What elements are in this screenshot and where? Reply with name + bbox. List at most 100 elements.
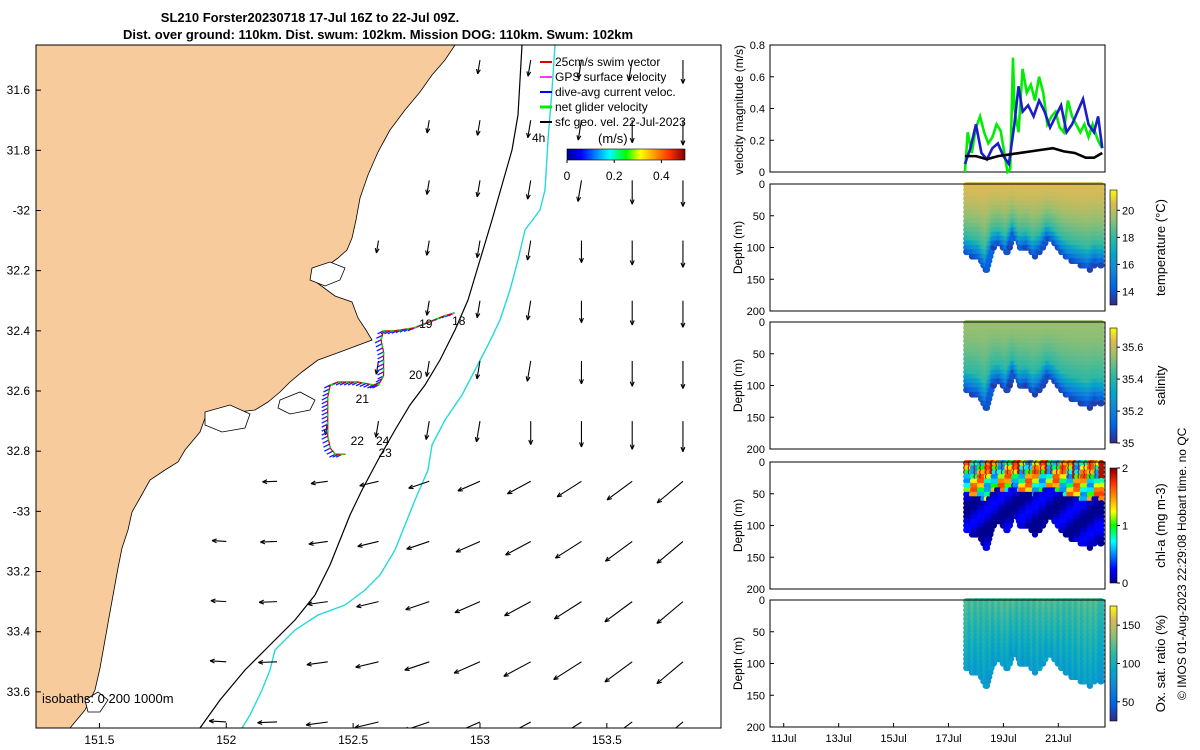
section-data-point bbox=[1098, 400, 1105, 407]
legend-dive-avg: dive-avg current veloc. bbox=[555, 85, 676, 99]
surface-vector-head bbox=[475, 68, 481, 75]
map-y-tick-label: 33.6 bbox=[7, 685, 31, 699]
dive-avg-vector bbox=[321, 431, 329, 436]
surface-vector-head bbox=[474, 436, 480, 443]
map-x-tick-label: 153 bbox=[470, 733, 490, 747]
surface-vector-head bbox=[680, 322, 686, 328]
surface-vector-head bbox=[305, 721, 312, 727]
section-y-tick-label: 150 bbox=[747, 412, 765, 424]
velocity-lines bbox=[963, 57, 1104, 175]
surface-vector-head bbox=[680, 383, 686, 389]
surface-vector-head bbox=[355, 663, 361, 669]
surface-vector bbox=[408, 480, 430, 489]
section-colorbar-label: temperature (°C) bbox=[1153, 199, 1168, 296]
velocity-y-ticks: 00.20.40.60.8 bbox=[750, 40, 774, 179]
surface-vector-head bbox=[210, 598, 216, 604]
section-colorbar-tick-label: 35.4 bbox=[1122, 374, 1143, 386]
surface-vector-head bbox=[656, 618, 662, 624]
dive-avg-vector bbox=[321, 403, 329, 409]
surface-vector-head bbox=[455, 547, 462, 553]
dive-avg-vector bbox=[377, 363, 384, 368]
dive-avg-vector bbox=[377, 351, 384, 356]
surface-vector-head bbox=[680, 140, 686, 146]
map-y-tick-label: 33.4 bbox=[7, 625, 31, 639]
dive-avg-vector bbox=[321, 396, 329, 401]
section-y-tick-label: 200 bbox=[747, 444, 765, 456]
surface-vector bbox=[260, 540, 278, 543]
surface-vector bbox=[656, 601, 684, 624]
map-legend: 25cm/s swim vector GPS surface velocity … bbox=[540, 55, 686, 129]
dive-avg-vector bbox=[329, 453, 336, 458]
surface-vector bbox=[426, 240, 430, 256]
surface-vector-head bbox=[526, 71, 532, 77]
dive-avg-vector bbox=[377, 359, 384, 364]
surface-vector-head bbox=[553, 614, 560, 620]
dive-avg-vector bbox=[321, 407, 329, 412]
surface-vector-head bbox=[257, 720, 263, 726]
dive-avg-vector bbox=[377, 367, 384, 372]
surface-vector-head bbox=[405, 605, 411, 611]
surface-vector-head bbox=[627, 75, 632, 82]
surface-vector bbox=[526, 360, 532, 382]
surface-vector bbox=[504, 601, 531, 617]
velocity-ylabel: velocity magnitude (m/s) bbox=[732, 45, 746, 175]
dive-avg-vector bbox=[324, 447, 331, 452]
surface-vector-head bbox=[356, 603, 362, 609]
surface-vector-head bbox=[656, 498, 663, 504]
surface-vector bbox=[426, 300, 430, 316]
surface-vector-head bbox=[576, 196, 582, 202]
surface-vector-head bbox=[425, 128, 431, 134]
section-colorbar-tick-label: 35.6 bbox=[1122, 342, 1143, 354]
surface-vector bbox=[409, 721, 430, 728]
day-label: 22 bbox=[351, 434, 365, 448]
surface-vector-head bbox=[656, 558, 662, 564]
section-y-tick-label: 150 bbox=[747, 274, 765, 286]
map-y-tick-label: 32.2 bbox=[7, 264, 31, 278]
isobath-200m bbox=[199, 45, 523, 728]
surface-vector bbox=[258, 661, 278, 664]
surface-vector-head bbox=[310, 480, 316, 486]
section-y-tick-label: 50 bbox=[753, 349, 765, 361]
dive-avg-vector bbox=[359, 382, 367, 388]
surface-vector-head bbox=[457, 486, 463, 492]
surface-vector bbox=[556, 480, 582, 498]
map-y-ticks: 31.631.8-3232.232.432.632.8-3333.233.433… bbox=[7, 83, 41, 699]
surface-vector bbox=[571, 721, 582, 728]
map-y-tick-label: -33 bbox=[13, 504, 31, 518]
dive-avg-vector bbox=[377, 371, 384, 376]
dive-avg-vector bbox=[376, 347, 384, 352]
surface-vector bbox=[555, 540, 582, 559]
surface-vector bbox=[308, 540, 328, 545]
surface-vector-head bbox=[579, 317, 584, 323]
dive-avg-vector bbox=[321, 427, 329, 432]
surface-vector bbox=[259, 601, 278, 603]
surface-vector-head bbox=[576, 135, 582, 141]
surface-vector-head bbox=[606, 495, 613, 501]
figure-title-line1: SL210 Forster20230718 17-Jul 16Z to 22-J… bbox=[161, 10, 459, 25]
surface-vector bbox=[355, 661, 379, 668]
colorbar-tick-label: 0 bbox=[564, 169, 571, 183]
surface-vector-head bbox=[424, 371, 430, 377]
surface-vector bbox=[623, 721, 633, 728]
surface-vector-head bbox=[374, 432, 379, 438]
colorbar-tick-label: 0.2 bbox=[606, 169, 623, 183]
surface-vector bbox=[604, 661, 633, 683]
surface-vector bbox=[375, 421, 380, 438]
surface-vector-head bbox=[629, 199, 635, 205]
surface-vector bbox=[605, 541, 633, 562]
surface-vector bbox=[656, 541, 684, 564]
surface-vector-head bbox=[629, 444, 635, 450]
surface-vector bbox=[476, 240, 481, 258]
surface-vector-head bbox=[525, 315, 531, 321]
surface-vector bbox=[656, 661, 684, 685]
surface-vector bbox=[310, 480, 328, 485]
surface-vector bbox=[476, 120, 481, 136]
map-y-tick-label: 32.8 bbox=[7, 444, 31, 458]
surface-vector bbox=[527, 120, 532, 138]
surface-vector bbox=[554, 601, 582, 620]
surface-vector bbox=[475, 421, 481, 443]
velocity-series-0 bbox=[963, 57, 1104, 175]
dive-avg-vector bbox=[377, 330, 384, 335]
